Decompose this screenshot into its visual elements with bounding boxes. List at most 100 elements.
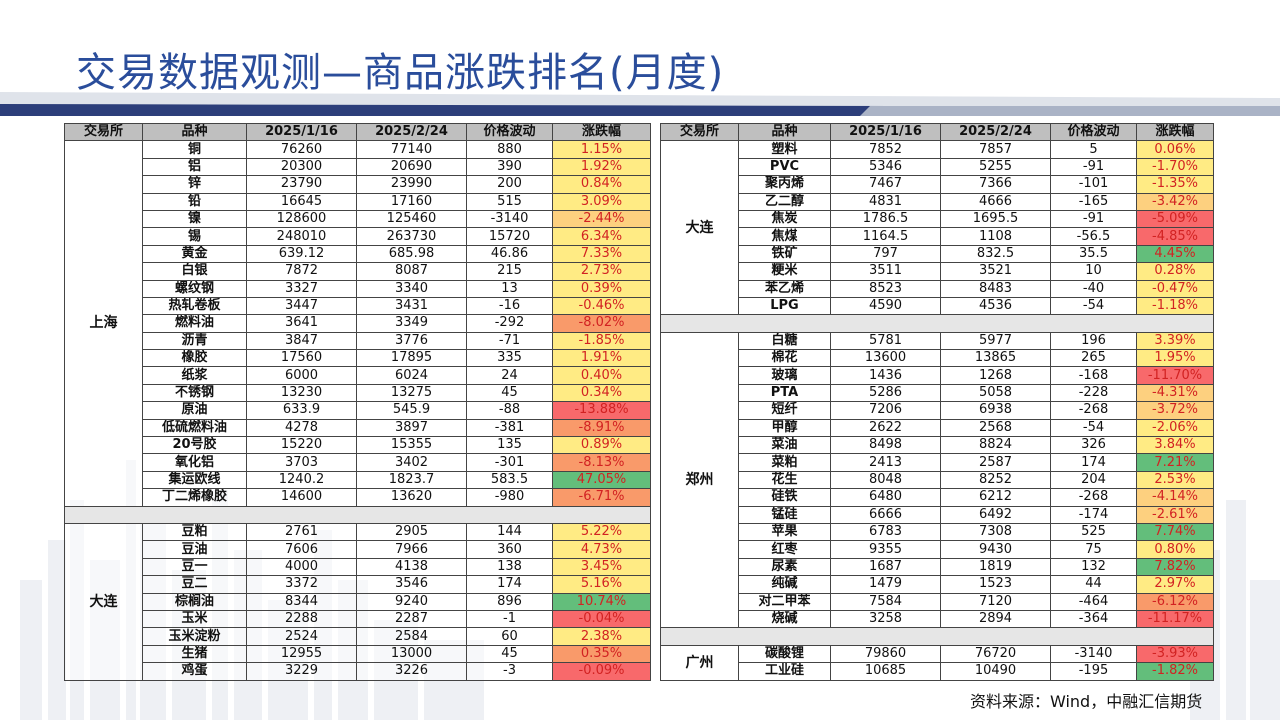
pct-change-cell: 2.73% (552, 262, 651, 281)
pct-change-cell: -11.17% (1136, 609, 1214, 629)
pct-change-cell: 4.45% (1136, 244, 1214, 264)
price-end-cell: 7120 (940, 592, 1051, 611)
price-start-cell: 20300 (246, 157, 357, 177)
pct-change-cell: 5.16% (552, 575, 651, 594)
table-row: 烧碱 3258 2894 -364 -11.17% (661, 609, 1214, 629)
variety-cell: 棕榈油 (142, 592, 247, 611)
price-end-cell: 8483 (940, 279, 1051, 298)
table-row: 苹果 6783 7308 525 7.74% (661, 522, 1214, 542)
table-row: 丁二烯橡胶 14600 13620 -980 -6.71% (65, 488, 651, 507)
pct-change-cell: 3.84% (1136, 436, 1214, 455)
price-end-cell: 6212 (940, 488, 1051, 507)
variety-cell: 乙二醇 (738, 192, 831, 211)
price-change-cell: 10 (1050, 262, 1137, 281)
table-row: 红枣 9355 9430 75 0.80% (661, 540, 1214, 559)
price-change-cell: -3140 (1050, 644, 1137, 664)
table-row: 纯碱 1479 1523 44 2.97% (661, 575, 1214, 594)
header-price-change: 价格波动 (466, 122, 553, 142)
pct-change-cell: 7.21% (1136, 453, 1214, 472)
variety-cell: 豆粕 (142, 522, 247, 542)
price-end-cell: 3226 (356, 662, 467, 681)
pct-change-cell: 5.22% (552, 522, 651, 542)
pct-change-cell: 4.73% (552, 540, 651, 559)
price-start-cell: 797 (830, 244, 941, 264)
pct-change-cell: -0.47% (1136, 279, 1214, 298)
header-variety: 品种 (142, 122, 247, 142)
price-change-cell: -91 (1050, 209, 1137, 229)
variety-cell: 白糖 (738, 331, 831, 351)
price-change-cell: -3140 (466, 209, 553, 229)
variety-cell: 不锈钢 (142, 383, 247, 403)
group-separator (660, 314, 1214, 333)
price-start-cell: 79860 (830, 644, 941, 664)
exchange-cell: 广州 (660, 644, 739, 681)
price-end-cell: 5058 (940, 383, 1051, 403)
price-start-cell: 1687 (830, 557, 941, 577)
price-start-cell: 6783 (830, 522, 941, 542)
price-end-cell: 545.9 (356, 401, 467, 420)
header-pct-change: 涨跌幅 (1136, 122, 1214, 142)
table-row: 尿素 1687 1819 132 7.82% (661, 557, 1214, 577)
source-footnote: 资料来源：Wind，中融汇信期货 (970, 692, 1203, 711)
variety-cell: 尿素 (738, 557, 831, 577)
pct-change-cell: 0.89% (552, 436, 651, 455)
price-end-cell: 3340 (356, 279, 467, 298)
price-change-cell: -40 (1050, 279, 1137, 298)
variety-cell: 菜油 (738, 436, 831, 455)
header-date-2: 2025/2/24 (356, 122, 467, 142)
price-start-cell: 6480 (830, 488, 941, 507)
variety-cell: 锡 (142, 227, 247, 246)
table-row: 锰硅 6666 6492 -174 -2.61% (661, 505, 1214, 524)
price-change-cell: -168 (1050, 366, 1137, 385)
variety-cell: 棉花 (738, 349, 831, 368)
variety-cell: 粳米 (738, 262, 831, 281)
price-change-cell: 204 (1050, 470, 1137, 490)
price-start-cell: 4000 (246, 557, 357, 577)
price-start-cell: 2761 (246, 522, 357, 542)
price-change-cell: 75 (1050, 540, 1137, 559)
price-end-cell: 3776 (356, 331, 467, 351)
variety-cell: 玻璃 (738, 366, 831, 385)
price-start-cell: 639.12 (246, 244, 357, 264)
variety-cell: 橡胶 (142, 349, 247, 368)
group-separator (660, 627, 1214, 646)
table-row: 短纤 7206 6938 -268 -3.72% (661, 401, 1214, 420)
price-start-cell: 7467 (830, 175, 941, 194)
price-end-cell: 5255 (940, 157, 1051, 177)
price-start-cell: 12955 (246, 644, 357, 664)
price-end-cell: 4666 (940, 192, 1051, 211)
pct-change-cell: 0.06% (1136, 140, 1214, 159)
price-change-cell: -88 (466, 401, 553, 420)
pct-change-cell: -0.09% (552, 662, 651, 681)
pct-change-cell: -1.35% (1136, 175, 1214, 194)
price-end-cell: 5977 (940, 331, 1051, 351)
variety-cell: 生猪 (142, 644, 247, 664)
table-row: 铝 20300 20690 390 1.92% (65, 157, 651, 177)
pct-change-cell: -8.02% (552, 314, 651, 333)
price-change-cell: 15720 (466, 227, 553, 246)
variety-cell: 玉米 (142, 609, 247, 629)
variety-cell: 短纤 (738, 401, 831, 420)
variety-cell: 集运欧线 (142, 470, 247, 490)
price-change-cell: 880 (466, 140, 553, 159)
price-change-cell: 13 (466, 279, 553, 298)
price-start-cell: 6000 (246, 366, 357, 385)
price-start-cell: 8523 (830, 279, 941, 298)
price-start-cell: 6666 (830, 505, 941, 524)
price-end-cell: 1695.5 (940, 209, 1051, 229)
table-row: 花生 8048 8252 204 2.53% (661, 470, 1214, 490)
pct-change-cell: 7.74% (1136, 522, 1214, 542)
price-start-cell: 4278 (246, 418, 357, 438)
price-start-cell: 4590 (830, 296, 941, 316)
pct-change-cell: -11.70% (1136, 366, 1214, 385)
pct-change-cell: -6.12% (1136, 592, 1214, 611)
pct-change-cell: 1.95% (1136, 349, 1214, 368)
group-separator-row (64, 505, 651, 524)
price-start-cell: 3327 (246, 279, 357, 298)
header-exchange: 交易所 (64, 122, 143, 142)
price-end-cell: 6024 (356, 366, 467, 385)
pct-change-cell: -8.91% (552, 418, 651, 438)
price-change-cell: -3 (466, 662, 553, 681)
group-separator-row (660, 314, 1214, 333)
table-row: 玉米淀粉 2524 2584 60 2.38% (65, 627, 651, 646)
